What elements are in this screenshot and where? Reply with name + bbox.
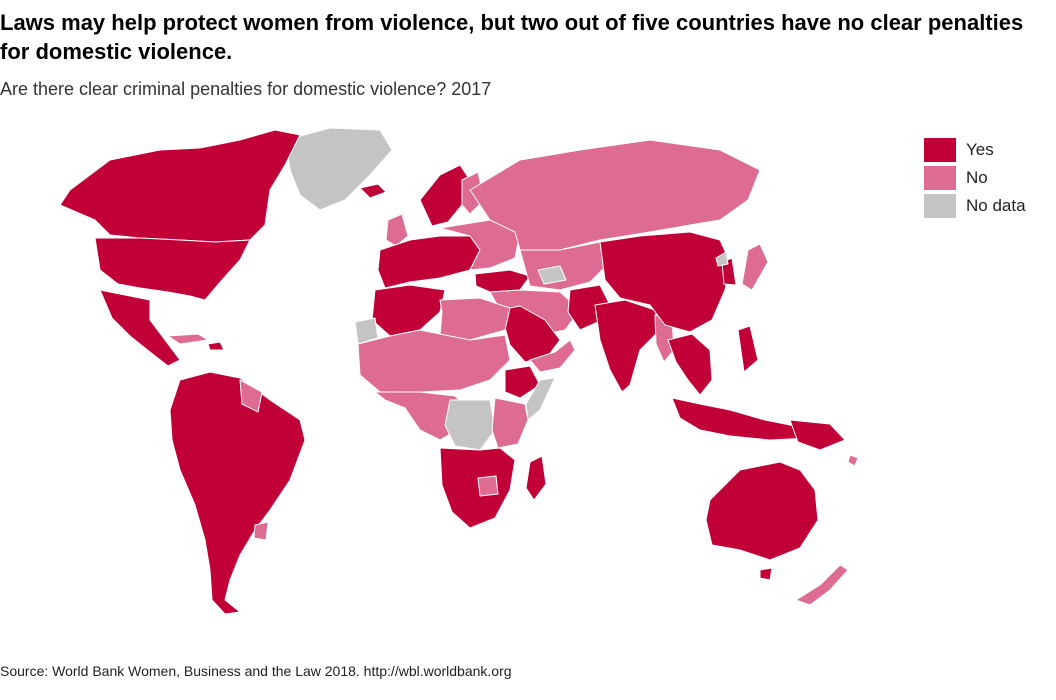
region-south-america[interactable] [169,371,306,615]
region-china[interactable] [599,231,731,333]
legend-item-yes: Yes [924,136,1052,164]
region-southeast-asia[interactable] [667,333,713,396]
legend-swatch-no-data [924,194,956,218]
region-ethiopia[interactable] [504,365,541,399]
legend: Yes No No data [924,136,1052,220]
region-madagascar[interactable] [525,455,547,501]
region-somalia[interactable] [525,377,556,421]
region-pacific-islands[interactable] [847,454,859,467]
region-north-america-north[interactable] [59,129,301,243]
world-map-svg [59,127,859,615]
region-iceland[interactable] [359,183,387,199]
legend-swatch-yes [924,138,956,162]
region-southern-africa[interactable] [439,447,516,529]
region-saudi-arabia[interactable] [499,305,561,363]
region-indonesia[interactable] [671,397,811,441]
region-south-america-no[interactable] [239,379,263,413]
region-turkmenistan[interactable] [537,265,567,285]
legend-swatch-no [924,166,956,190]
region-usa[interactable] [94,237,251,301]
world-map [0,118,900,638]
region-sahel[interactable] [357,329,511,393]
region-tasmania[interactable] [759,567,773,581]
region-new-zealand[interactable] [795,564,849,606]
region-australia[interactable] [705,461,819,561]
region-north-korea[interactable] [715,251,729,267]
legend-label-yes: Yes [966,140,994,159]
legend-item-no-data: No data [924,192,1052,220]
region-greenland[interactable] [285,127,393,211]
legend-label-no-data: No data [966,196,1026,215]
region-east-africa[interactable] [491,397,529,449]
region-mexico[interactable] [99,289,181,367]
legend-label-no: No [966,168,988,187]
region-india[interactable] [594,299,661,393]
region-yemen-oman[interactable] [529,339,576,373]
region-caribbean-cuba[interactable] [167,333,209,345]
region-japan[interactable] [741,243,769,291]
region-zimbabwe[interactable] [477,475,499,497]
region-philippines[interactable] [737,325,759,373]
region-uk[interactable] [385,213,409,247]
region-dr-congo[interactable] [444,399,496,451]
region-uruguay[interactable] [253,521,269,541]
chart-title: Laws may help protect women from violenc… [0,10,1024,64]
region-egypt-libya[interactable] [439,297,511,341]
region-papua[interactable] [789,419,846,451]
region-turkey[interactable] [474,269,531,293]
region-north-africa[interactable] [371,284,446,337]
legend-item-no: No [924,164,1052,192]
source-note: Source: World Bank Women, Business and t… [0,663,512,679]
region-western-sahara[interactable] [354,317,379,345]
region-russia[interactable] [469,139,761,251]
region-caribbean-hispaniola[interactable] [207,341,225,351]
chart-subtitle: Are there clear criminal penalties for d… [0,79,492,99]
